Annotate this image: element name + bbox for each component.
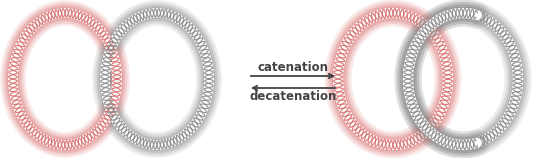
Text: decatenation: decatenation	[249, 90, 337, 103]
Text: catenation: catenation	[257, 61, 328, 74]
